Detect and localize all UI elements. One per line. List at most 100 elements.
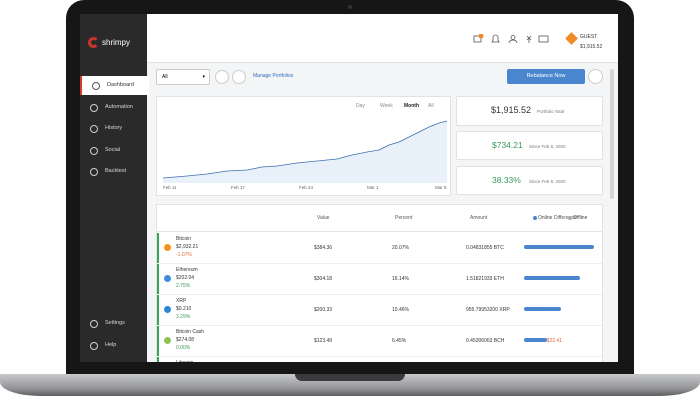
coin-icon bbox=[164, 244, 171, 251]
nav-icon bbox=[90, 125, 98, 133]
nav-icon bbox=[90, 168, 98, 176]
logo bbox=[88, 37, 99, 48]
coin-icon bbox=[164, 275, 171, 282]
holding-value: $384.36 bbox=[314, 245, 333, 251]
card-value: 38.33% bbox=[492, 174, 521, 185]
message-icon[interactable] bbox=[473, 35, 482, 43]
coin-change: 3.29% bbox=[176, 314, 191, 320]
column-header: Amount bbox=[470, 215, 488, 221]
range-tab[interactable]: All bbox=[428, 103, 434, 109]
legend-dot bbox=[568, 216, 572, 220]
manage-portfolios-link[interactable]: Manage Portfolios bbox=[253, 73, 294, 79]
coin-name: Ethereum bbox=[176, 267, 198, 273]
coin-icon bbox=[164, 337, 171, 344]
holding-value: $200.33 bbox=[314, 307, 333, 313]
holding-difference: -$22.41 bbox=[545, 338, 562, 344]
range-tab[interactable]: Week bbox=[380, 103, 393, 109]
row-stripe bbox=[157, 233, 159, 263]
summary-card: $1,915.52 Portfolio Total bbox=[456, 96, 603, 126]
screen: shrimpy Dashboard Automation History Social… bbox=[80, 14, 618, 362]
row-divider bbox=[157, 325, 602, 326]
allocation-bar bbox=[524, 307, 561, 311]
holding-percent: 20.07% bbox=[392, 245, 409, 251]
coin-change: 0.00% bbox=[176, 345, 191, 351]
x-label: Mar 1 bbox=[367, 185, 379, 190]
header-balance: $1,915.52 bbox=[580, 44, 603, 50]
nav-label: Help bbox=[105, 341, 117, 348]
chart-line bbox=[162, 120, 448, 179]
card-value: $1,915.52 bbox=[491, 105, 532, 115]
nav-label: Settings bbox=[105, 320, 125, 326]
user-icon[interactable] bbox=[510, 35, 516, 40]
row-stripe bbox=[157, 264, 159, 294]
holding-amount: 1.51821933 ETH bbox=[466, 276, 504, 282]
bell-icon[interactable] bbox=[491, 34, 500, 43]
card-label: Since Feb 9, 2020 bbox=[529, 143, 566, 149]
coin-name: Litecoin bbox=[176, 360, 193, 362]
coin-price: $0.210 bbox=[176, 306, 192, 312]
chart-area bbox=[163, 121, 447, 183]
search-button[interactable] bbox=[588, 69, 603, 84]
nav-item[interactable]: Settings bbox=[80, 314, 147, 333]
range-tab[interactable]: Month bbox=[404, 103, 419, 109]
legend-dot bbox=[533, 216, 537, 220]
nav-icon bbox=[90, 320, 98, 328]
nav-item[interactable]: History bbox=[80, 119, 147, 138]
avatar[interactable] bbox=[565, 32, 578, 45]
nav-label: Automation bbox=[105, 103, 133, 110]
header-icons bbox=[473, 34, 549, 44]
row-stripe bbox=[157, 326, 159, 356]
nav-label: History bbox=[105, 125, 123, 131]
row-stripe bbox=[157, 357, 159, 362]
scrollbar[interactable] bbox=[610, 69, 614, 199]
row-divider bbox=[157, 294, 602, 295]
nav-item[interactable]: Social bbox=[80, 141, 147, 160]
coin-price: $2,932.21 bbox=[176, 244, 199, 250]
nav-item[interactable]: Backtest bbox=[80, 162, 147, 181]
nav-item[interactable]: Dashboard bbox=[80, 76, 149, 95]
allocation-bar bbox=[524, 245, 595, 249]
user-name[interactable]: GUEST bbox=[580, 34, 598, 40]
camera bbox=[348, 5, 352, 9]
nav-icon bbox=[90, 146, 98, 155]
laptop-notch bbox=[295, 374, 405, 381]
calendar-button[interactable] bbox=[215, 70, 229, 84]
legend-label: Offline bbox=[573, 215, 588, 221]
holding-value: $123.49 bbox=[314, 338, 333, 344]
rebalance-button[interactable]: Rebalance Now bbox=[507, 69, 585, 84]
row-stripe bbox=[157, 295, 159, 325]
nav-item[interactable]: Automation bbox=[80, 98, 147, 117]
coin-name: Bitcoin bbox=[176, 236, 192, 242]
sidebar: shrimpy Dashboard Automation History Social… bbox=[80, 14, 149, 362]
coin-icon bbox=[164, 306, 171, 313]
coin-price: $274.08 bbox=[176, 337, 195, 343]
x-label: Mar 8 bbox=[435, 185, 447, 190]
nav-label: Dashboard bbox=[107, 82, 134, 88]
portfolio-select[interactable]: All ▾ bbox=[156, 69, 210, 85]
nav-item[interactable]: Help bbox=[80, 336, 147, 355]
holding-value: $304.18 bbox=[314, 276, 333, 282]
holding-percent: 16.14% bbox=[392, 276, 409, 282]
card-value: $734.21 bbox=[492, 139, 523, 150]
row-divider bbox=[157, 356, 602, 357]
nav-icon bbox=[90, 341, 98, 350]
coin-change: 2.75% bbox=[176, 283, 191, 289]
range-tab[interactable]: Day bbox=[356, 103, 365, 109]
card-label: Portfolio Total bbox=[537, 109, 565, 114]
row-divider bbox=[157, 263, 602, 264]
chart bbox=[162, 120, 448, 183]
card-icon[interactable] bbox=[538, 35, 549, 43]
summary-card: 38.33% Since Feb 9, 2020 bbox=[456, 166, 603, 195]
tools-icon[interactable] bbox=[526, 35, 532, 43]
nav-label: Backtest bbox=[105, 168, 127, 174]
x-label: Feb 17 bbox=[231, 185, 246, 190]
chart-panel: Day Week Month All Feb 11 Feb 17 Feb 24 Mar 1 M… bbox=[156, 96, 451, 196]
coin-name: XRP bbox=[176, 298, 187, 304]
holding-percent: 10.46% bbox=[392, 307, 409, 313]
grid-button[interactable] bbox=[232, 70, 246, 84]
coin-name: Bitcoin Cash bbox=[176, 329, 205, 335]
x-label: Feb 24 bbox=[299, 185, 314, 190]
column-header: Difference bbox=[554, 215, 577, 221]
coin-change: -1.07% bbox=[176, 252, 192, 258]
